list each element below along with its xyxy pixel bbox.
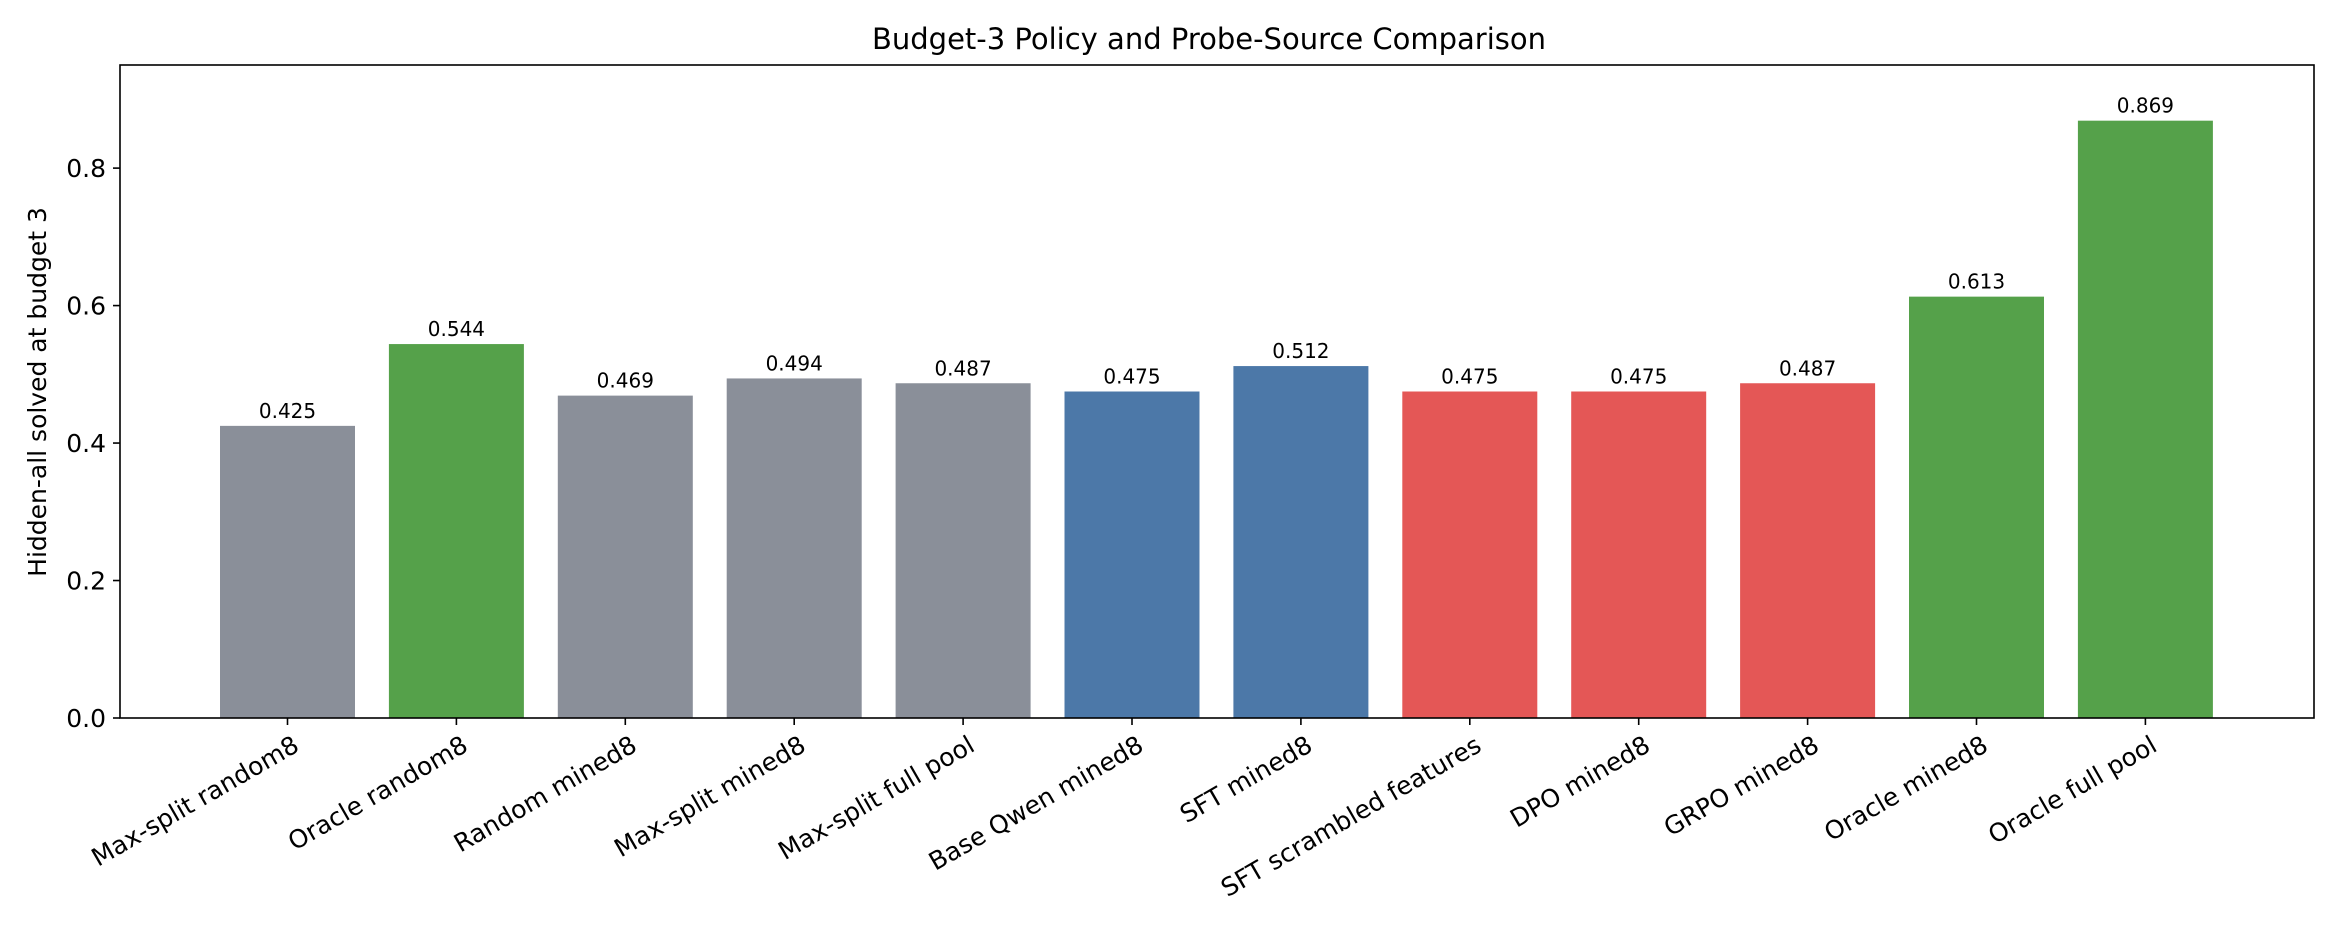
y-ticks-layer: 0.0 0.2 0.4 0.6 0.8 <box>66 154 120 733</box>
y-tick-label: 0.6 <box>66 292 106 321</box>
x-tick-label: Oracle mined8 <box>1819 730 1992 847</box>
bar <box>1571 391 1707 718</box>
bar <box>557 395 693 718</box>
x-tick-label: Oracle random8 <box>283 730 473 856</box>
bar-value-label: 0.469 <box>597 369 654 393</box>
y-tick-label: 0.4 <box>66 429 106 458</box>
bar <box>895 383 1031 718</box>
y-tick-label: 0.8 <box>66 154 106 183</box>
y-tick-label: 0.2 <box>66 567 106 596</box>
bars-layer <box>220 120 2213 719</box>
bar-value-label: 0.494 <box>766 351 823 375</box>
bar <box>1402 391 1538 718</box>
bar-value-label: 0.487 <box>934 356 991 380</box>
x-tick-label: DPO mined8 <box>1505 730 1655 833</box>
bar-value-label: 0.487 <box>1779 356 1836 380</box>
bar-value-label: 0.613 <box>1948 270 2005 294</box>
bar <box>1064 391 1200 718</box>
x-tick-label: Oracle full pool <box>1983 730 2161 850</box>
bar-value-label: 0.425 <box>259 399 316 423</box>
bar-value-label: 0.475 <box>1441 365 1498 389</box>
bar-value-label: 0.475 <box>1103 365 1160 389</box>
bar <box>2077 120 2213 719</box>
x-tick-label: GRPO mined8 <box>1659 730 1824 842</box>
bar <box>1233 366 1369 718</box>
value-labels-layer: 0.425 0.544 0.469 0.494 0.487 0.475 0.512 0.475… <box>259 94 2174 423</box>
bar <box>220 425 355 718</box>
bar <box>388 344 524 718</box>
plot-frame <box>119 64 2315 719</box>
y-tick-label: 0.0 <box>66 704 106 733</box>
bar <box>1740 383 1876 718</box>
x-tick-label: Max-split random8 <box>86 730 303 872</box>
y-axis-label: Hidden-all solved at budget 3 <box>23 207 52 577</box>
bar <box>1909 296 2044 718</box>
bar-value-label: 0.544 <box>428 317 485 341</box>
bar <box>726 378 862 718</box>
bar-value-label: 0.475 <box>1610 365 1667 389</box>
bar-value-label: 0.869 <box>2117 94 2174 118</box>
chart-title: Budget-3 Policy and Probe-Source Compari… <box>872 22 1546 56</box>
x-tick-label: SFT mined8 <box>1175 730 1317 829</box>
bar-value-label: 0.512 <box>1272 339 1329 363</box>
